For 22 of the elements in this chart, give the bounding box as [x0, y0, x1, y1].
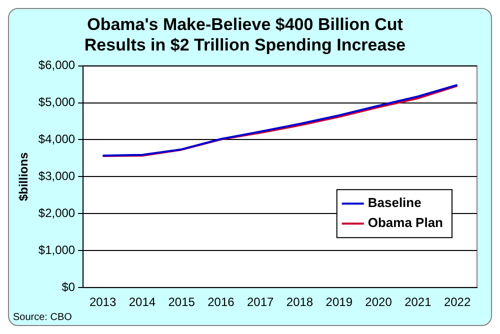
x-tick-label: 2018 [286, 295, 314, 310]
x-tick-label: 2014 [128, 295, 156, 310]
y-tick-label: $5,000 [38, 95, 76, 110]
y-tick-label: $1,000 [38, 242, 76, 257]
x-tick-label: 2016 [208, 295, 235, 310]
x-tick-label: 2020 [365, 295, 392, 310]
x-tick-label: 2013 [89, 295, 116, 310]
y-tick-label: $6,000 [38, 58, 76, 72]
legend-label: Baseline [368, 195, 422, 210]
chart-title: Obama's Make-Believe $400 Billion Cut Results in $2 Trillion Spending Increase [84, 14, 406, 54]
y-tick-label: $2,000 [38, 206, 76, 220]
x-tick-label: 2019 [326, 295, 353, 310]
legend-label: Obama Plan [368, 215, 444, 230]
y-tick-label: $0 [62, 280, 76, 294]
x-tick-label: 2022 [444, 295, 471, 310]
x-tick-label: 2021 [404, 295, 432, 310]
x-tick-label: 2017 [247, 295, 274, 310]
y-axis-title: $billions [16, 152, 31, 202]
y-tick-label: $4,000 [38, 132, 76, 146]
source-note: Source: CBO [13, 312, 72, 323]
x-tick-label: 2015 [168, 295, 196, 310]
y-tick-label: $3,000 [38, 169, 76, 184]
